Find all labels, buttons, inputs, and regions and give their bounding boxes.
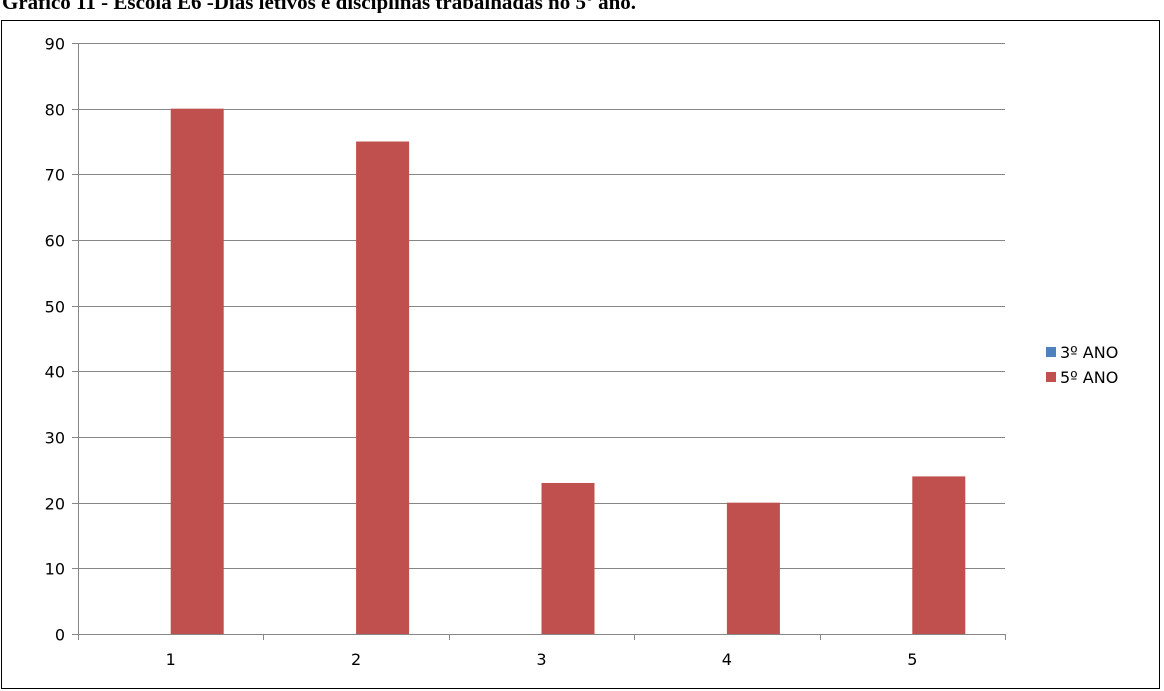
y-tick-label: 40 <box>45 363 65 382</box>
x-tick-label: 3 <box>536 650 546 669</box>
bar <box>356 141 410 634</box>
legend-swatch <box>1046 347 1056 357</box>
y-tick-label: 90 <box>45 35 65 54</box>
y-tick-label: 70 <box>45 166 65 185</box>
bars <box>170 108 966 634</box>
y-tick-label: 50 <box>45 298 65 317</box>
y-tick-labels: 0 10 20 30 40 50 60 70 80 90 <box>45 35 65 645</box>
y-tick-label: 20 <box>45 495 65 514</box>
x-tick-label: 5 <box>907 650 917 669</box>
bar <box>912 476 966 634</box>
y-tick-label: 10 <box>45 560 65 579</box>
legend-label: 5º ANO <box>1060 368 1118 387</box>
x-tick-label: 1 <box>166 650 176 669</box>
axes <box>72 43 1006 640</box>
bar <box>726 502 780 634</box>
bar <box>541 482 595 634</box>
x-tick-label: 2 <box>351 650 361 669</box>
legend-swatch <box>1046 372 1056 382</box>
bar <box>170 108 224 634</box>
y-tick-label: 60 <box>45 232 65 251</box>
x-tick-labels: 1 2 3 4 5 <box>166 650 918 669</box>
chart-title: Gráfico 11 - Escola E6 -Dias letivos e d… <box>2 0 637 13</box>
y-tick-label: 0 <box>55 626 65 645</box>
chart-frame <box>1 20 1160 689</box>
y-tick-label: 30 <box>45 429 65 448</box>
x-tick-label: 4 <box>722 650 732 669</box>
y-tick-label: 80 <box>45 101 65 120</box>
legend: 3º ANO 5º ANO <box>1046 343 1118 387</box>
legend-label: 3º ANO <box>1060 343 1118 362</box>
